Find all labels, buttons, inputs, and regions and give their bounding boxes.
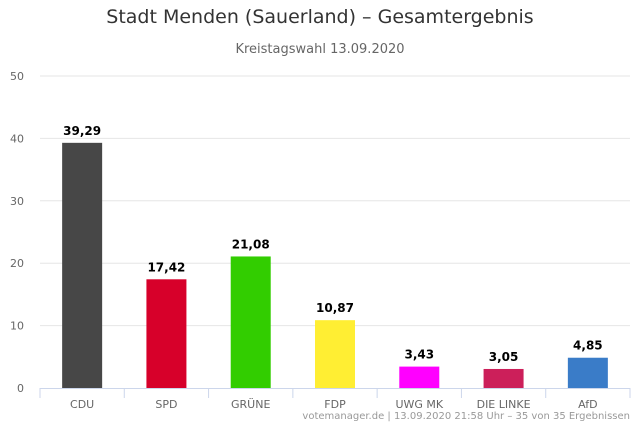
bar [567, 357, 608, 388]
y-tick-label: 30 [10, 195, 24, 208]
x-tick-label: CDU [70, 398, 94, 411]
y-tick-label: 20 [10, 257, 24, 270]
data-label: 21,08 [232, 237, 270, 251]
chart-subtitle: Kreistagswahl 13.09.2020 [235, 42, 405, 57]
y-tick-label: 10 [10, 320, 24, 333]
data-label: 39,29 [63, 124, 101, 138]
y-tick-label: 0 [17, 382, 24, 395]
bar [230, 256, 271, 388]
y-tick-label: 50 [10, 70, 24, 83]
x-tick-label: GRÜNE [231, 398, 270, 411]
x-tick-label: SPD [155, 398, 177, 411]
data-label: 10,87 [316, 301, 354, 315]
data-label: 3,43 [404, 348, 434, 362]
x-tick-label: UWG MK [395, 398, 443, 411]
bar [399, 366, 440, 388]
data-label: 3,05 [489, 350, 519, 364]
bar [62, 142, 103, 388]
chart-title: Stadt Menden (Sauerland) – Gesamtergebni… [106, 6, 534, 28]
x-tick-label: FDP [324, 398, 346, 411]
bar [315, 320, 355, 388]
y-tick-label: 40 [10, 132, 24, 145]
credits-text: votemanager.de | 13.09.2020 21:58 Uhr – … [302, 411, 630, 422]
bar [146, 279, 187, 388]
bar [483, 368, 524, 388]
x-tick-label: DIE LINKE [477, 398, 531, 411]
x-tick-label: AfD [578, 398, 597, 411]
data-label: 4,85 [573, 339, 603, 353]
data-label: 17,42 [147, 260, 185, 274]
